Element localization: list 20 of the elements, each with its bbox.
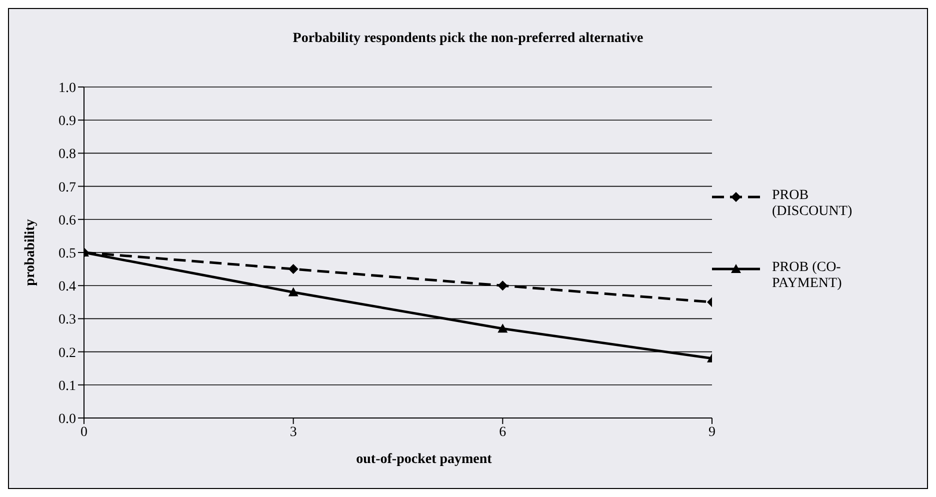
- y-tick-label: 0.0: [58, 412, 76, 427]
- x-tick-label: 9: [708, 424, 716, 440]
- y-tick-label: 0.5: [58, 246, 76, 262]
- chart-title: Porbability respondents pick the non-preferred alternative: [292, 30, 644, 48]
- y-tick-label: 0.6: [58, 213, 76, 228]
- x-tick-label: 6: [499, 424, 506, 440]
- y-axis-title: probability: [22, 219, 38, 286]
- x-tick-label: 3: [290, 424, 297, 440]
- y-tick-label: 0.4: [58, 280, 76, 295]
- y-tick-label: 0.9: [58, 114, 76, 130]
- x-axis-title: out-of-pocket payment: [355, 452, 493, 468]
- x-tick-label: 0: [80, 424, 88, 440]
- y-tick-label: 0.2: [58, 346, 76, 361]
- y-tick-label: 1.0: [58, 80, 76, 96]
- legend-label: PROB (CO-PAYMENT): [772, 260, 843, 292]
- y-tick-label: 0.1: [58, 378, 76, 394]
- legend-label: PROB (DISCOUNT): [772, 188, 854, 220]
- y-tick-label: 0.8: [58, 147, 76, 162]
- y-tick-label: 0.7: [58, 180, 76, 196]
- y-tick-label: 0.3: [58, 312, 76, 328]
